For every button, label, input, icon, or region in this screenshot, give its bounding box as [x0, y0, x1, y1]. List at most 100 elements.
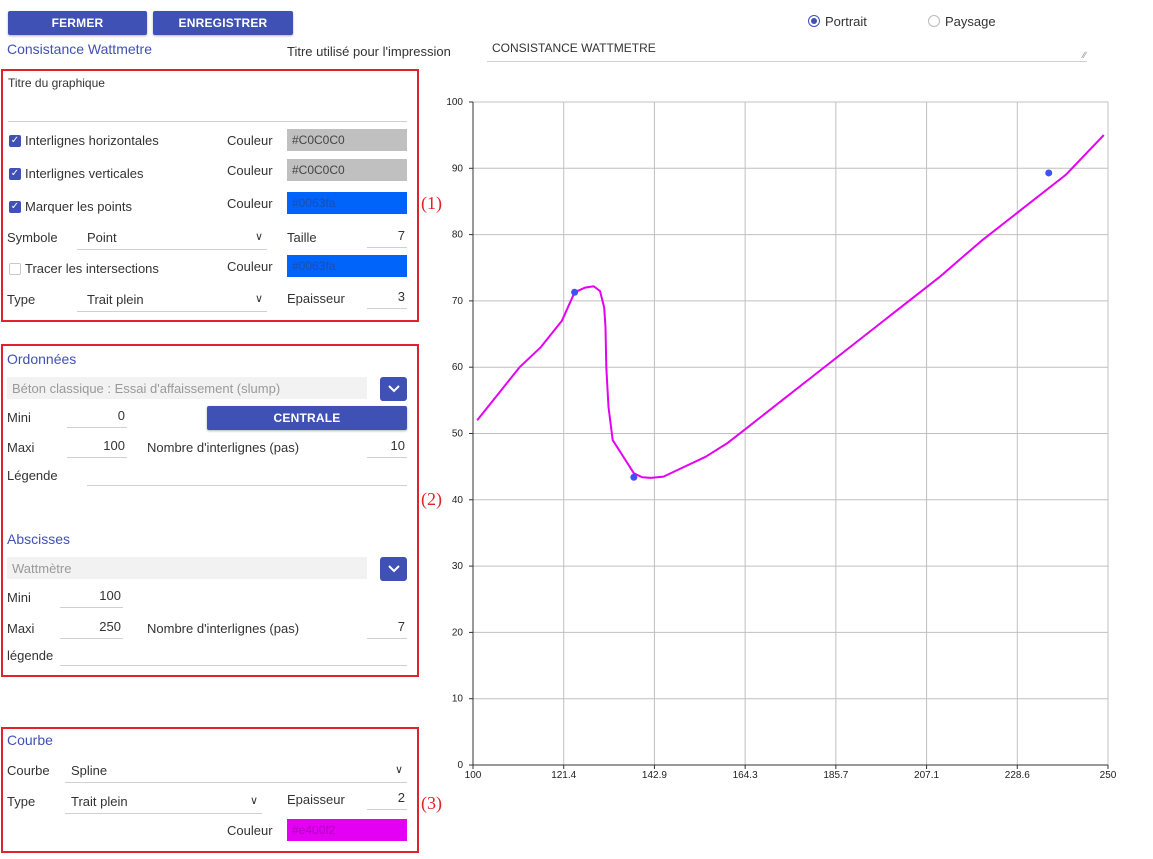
symbol-select[interactable]: Point ∨ [77, 224, 267, 250]
chevron-down-icon: ∨ [394, 764, 403, 776]
abscissas-source-field[interactable]: Wattmètre [7, 557, 367, 579]
landscape-radio[interactable] [928, 15, 940, 27]
ordinates-max-label: Maxi [7, 440, 35, 455]
data-point [1045, 169, 1053, 177]
y-tick-label: 50 [452, 429, 464, 440]
h-grid-checkbox[interactable]: ✓ [9, 135, 21, 147]
curve-title: Courbe [7, 732, 53, 748]
chevron-down-icon [387, 565, 400, 573]
size-label: Taille [287, 230, 317, 245]
curve-type-label: Type [7, 794, 36, 809]
y-tick-label: 100 [446, 97, 463, 108]
curve-kind-label: Courbe [7, 763, 50, 778]
curve-thickness-input[interactable]: 2 [367, 790, 407, 810]
chevron-down-icon [387, 385, 400, 393]
thickness-input[interactable]: 3 [367, 289, 407, 309]
mark-points-color-field[interactable]: #0063fa [287, 192, 407, 214]
ordinates-max-input[interactable]: 100 [67, 438, 127, 458]
intersections-color-field[interactable]: #0063fa [287, 255, 407, 277]
v-grid-color-label: Couleur [227, 163, 273, 178]
abscissas-max-label: Maxi [7, 621, 35, 636]
h-grid-label: Interlignes horizontales [25, 133, 159, 148]
abscissas-title: Abscisses [7, 531, 71, 547]
abscissas-min-label: Mini [7, 590, 31, 605]
chart: 0 10 20 30 40 50 60 70 80 90 100 100 121.4 142.9 164.3… [446, 97, 1116, 781]
ordinates-steps-input[interactable]: 10 [367, 438, 407, 458]
curve-color-field[interactable]: #e400f2 [287, 819, 407, 841]
y-tick-label: 30 [452, 561, 464, 572]
curve-thickness-label: Epaisseur [287, 792, 345, 807]
v-grid-checkbox[interactable]: ✓ [9, 168, 21, 180]
abscissas-min-input[interactable]: 100 [60, 588, 123, 608]
line-type-label: Type [7, 292, 36, 307]
x-tick-label: 185.7 [823, 770, 848, 781]
chevron-down-icon: ∨ [249, 795, 258, 807]
annotation-2: (2) [421, 489, 442, 509]
curve-section [1, 727, 419, 853]
ordinates-dropdown-button[interactable] [380, 377, 407, 401]
h-grid-color-label: Couleur [227, 133, 273, 148]
ordinates-legend-label: Légende [7, 468, 58, 483]
portrait-label: Portrait [825, 14, 867, 29]
landscape-label: Paysage [945, 14, 996, 29]
y-tick-label: 0 [457, 760, 463, 771]
line-type-select[interactable]: Trait plein ∨ [77, 286, 267, 312]
curve-kind-select[interactable]: Spline ∨ [65, 757, 407, 783]
mark-points-checkbox[interactable]: ✓ [9, 201, 21, 213]
graph-title-label: Titre du graphique [8, 76, 105, 90]
print-title-label: Titre utilisé pour l'impression [287, 44, 451, 59]
axes-section [1, 344, 419, 677]
x-tick-label: 228.6 [1005, 770, 1030, 781]
size-input[interactable]: 7 [367, 228, 407, 248]
abscissas-steps-input[interactable]: 7 [367, 619, 407, 639]
v-grid-label: Interlignes verticales [25, 166, 144, 181]
ordinates-steps-label: Nombre d'interlignes (pas) [147, 440, 300, 455]
y-tick-label: 90 [452, 163, 464, 174]
curve-kind-select-value: Spline [71, 763, 108, 778]
abscissas-dropdown-button[interactable] [380, 557, 407, 581]
resize-handle-icon[interactable]: ∕∕ [1082, 50, 1086, 60]
graph-title-input[interactable] [8, 96, 407, 122]
ordinates-legend-input[interactable] [87, 466, 407, 486]
data-point [571, 288, 579, 296]
abscissas-legend-label: légende [7, 648, 54, 663]
curve-color-label: Couleur [227, 823, 273, 838]
v-grid-color-field[interactable]: #C0C0C0 [287, 159, 407, 181]
annotation-3: (3) [421, 793, 442, 813]
ordinates-min-label: Mini [7, 410, 31, 425]
config-name: Consistance Wattmetre [7, 41, 152, 57]
x-tick-label: 164.3 [733, 770, 758, 781]
central-button[interactable]: CENTRALE [207, 406, 407, 430]
x-tick-label: 100 [465, 770, 482, 781]
h-grid-color-field[interactable]: #C0C0C0 [287, 129, 407, 151]
y-tick-label: 10 [452, 694, 464, 705]
line-type-select-value: Trait plein [87, 292, 144, 307]
abscissas-legend-input[interactable] [60, 646, 407, 666]
y-tick-label: 20 [452, 627, 464, 638]
curve-line [476, 134, 1105, 479]
save-button[interactable]: ENREGISTRER [153, 11, 293, 35]
print-title-text: CONSISTANCE WATTMETRE [492, 41, 656, 55]
x-tick-label: 207.1 [914, 770, 939, 781]
abscissas-max-input[interactable]: 250 [60, 619, 123, 639]
curve-type-select[interactable]: Trait plein ∨ [65, 788, 262, 814]
close-button[interactable]: FERMER [8, 11, 147, 35]
mark-points-color-label: Couleur [227, 196, 273, 211]
curve-type-select-value: Trait plein [71, 794, 128, 809]
thickness-label: Epaisseur [287, 291, 345, 306]
chevron-down-icon: ∨ [254, 231, 263, 243]
ordinates-source-field[interactable]: Béton classique : Essai d'affaissement (… [7, 377, 367, 399]
symbol-label: Symbole [7, 230, 58, 245]
x-tick-label: 142.9 [642, 770, 667, 781]
intersections-checkbox[interactable] [9, 263, 21, 275]
mark-points-label: Marquer les points [25, 199, 132, 214]
ordinates-min-input[interactable]: 0 [67, 408, 127, 428]
print-title-field[interactable]: CONSISTANCE WATTMETRE ∕∕ [487, 38, 1087, 62]
x-tick-label: 121.4 [551, 770, 576, 781]
portrait-radio[interactable] [808, 15, 820, 27]
intersections-color-label: Couleur [227, 259, 273, 274]
y-tick-label: 40 [452, 495, 464, 506]
y-tick-label: 80 [452, 230, 464, 241]
abscissas-steps-label: Nombre d'interlignes (pas) [147, 621, 300, 636]
y-tick-label: 70 [452, 296, 464, 307]
